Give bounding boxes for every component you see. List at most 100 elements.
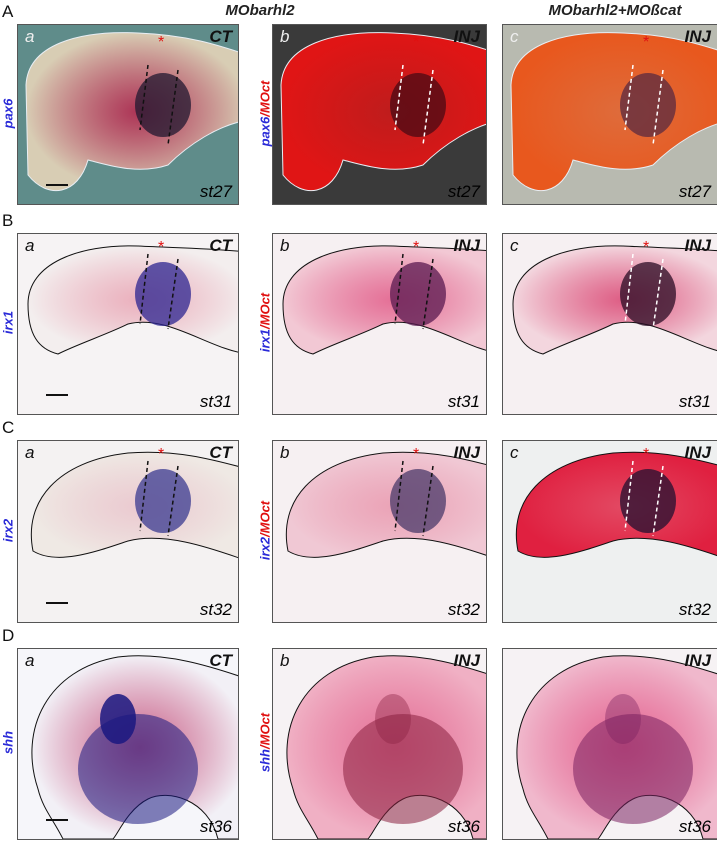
mo-name: MOct xyxy=(257,80,273,113)
tissue-region xyxy=(280,32,486,192)
boundary-dashed-line xyxy=(652,69,664,146)
gene-name: irx2 xyxy=(0,518,16,542)
mo-name: MOct xyxy=(257,500,273,533)
tissue-region xyxy=(25,32,238,192)
boundary-dashed-line xyxy=(167,69,179,146)
stage-label: st32 xyxy=(199,600,232,619)
row-label-b: B xyxy=(2,211,14,230)
column-header-mobarhl2: MObarhl2 xyxy=(225,2,295,19)
gene-label: shh xyxy=(1,723,16,763)
gene-name: pax6 xyxy=(0,98,16,128)
stage-label: st32 xyxy=(447,600,480,619)
condition-label: INJ xyxy=(684,236,711,255)
boundary-dashed-line xyxy=(422,69,434,146)
boundary-dashed-line xyxy=(167,465,179,537)
tissue-region xyxy=(512,245,717,355)
micrograph-panel-d-b: b INJ st36 xyxy=(272,648,487,840)
expression-domain xyxy=(78,714,198,824)
asterisk-marker: * xyxy=(413,34,419,51)
expression-domain xyxy=(605,694,641,744)
micrograph-image xyxy=(286,655,486,839)
gene-label: irx1 xyxy=(1,303,16,343)
expression-domain xyxy=(343,714,463,824)
boundary-dashed-line xyxy=(624,253,634,325)
panel-letter: a xyxy=(25,443,35,462)
micrograph-image: * xyxy=(30,446,238,559)
scale-bar xyxy=(46,819,68,821)
micrograph-panel-a-b: * b INJ st27 xyxy=(272,24,487,205)
gene-name: shh xyxy=(257,749,273,773)
slash: / xyxy=(257,745,273,749)
boundary-dashed-line xyxy=(394,460,404,532)
asterisk-marker: * xyxy=(158,446,164,463)
tissue-region xyxy=(285,451,486,558)
scale-bar xyxy=(46,394,68,396)
boundary-dashed-line xyxy=(652,465,664,537)
asterisk-marker: * xyxy=(158,239,164,256)
boundary-dashed-line xyxy=(422,258,434,330)
micrograph-image: * xyxy=(27,239,238,355)
gene-name: shh xyxy=(0,730,16,755)
gene-mo-label: shh/MOct xyxy=(258,693,273,793)
row-label-a: A xyxy=(2,2,14,21)
stage-label: st36 xyxy=(447,817,480,836)
boundary-dashed-line xyxy=(394,64,404,131)
panel-letter: c xyxy=(510,236,519,255)
expression-domain xyxy=(135,262,191,326)
stage-label: st31 xyxy=(447,392,480,411)
micrograph-image: * xyxy=(280,32,486,192)
expression-domain xyxy=(620,262,676,326)
boundary-dashed-line xyxy=(394,253,404,325)
micrograph-panel-c-a: * a CT st32 xyxy=(17,440,239,623)
panel-letter: b xyxy=(280,443,290,462)
expression-domain xyxy=(100,694,136,744)
expression-domain xyxy=(390,262,446,326)
micrograph-image xyxy=(31,655,238,839)
boundary-dashed-line xyxy=(624,460,634,532)
condition-label: INJ xyxy=(453,443,480,462)
micrograph-image: * xyxy=(512,239,717,355)
asterisk-marker: * xyxy=(413,446,419,463)
expression-domain xyxy=(390,73,446,137)
expression-domain xyxy=(573,714,693,824)
mo-name: MOct xyxy=(257,292,273,326)
stage-label: st36 xyxy=(678,817,711,836)
expression-domain xyxy=(390,469,446,533)
gene-label: irx2 xyxy=(1,510,16,550)
micrograph-image: * xyxy=(515,446,717,558)
stage-label: st31 xyxy=(199,392,232,411)
micrograph-panel-b-c: * c INJ st31 xyxy=(502,233,717,415)
micrograph-panel-d-a: a CT st36 xyxy=(17,648,239,840)
micrograph-panel-c-b: * b INJ st32 xyxy=(272,440,487,623)
asterisk-marker: * xyxy=(158,34,164,51)
panel-letter: a xyxy=(25,27,35,46)
panel-letter: a xyxy=(25,236,35,255)
asterisk-marker: * xyxy=(413,239,419,256)
condition-label: INJ xyxy=(453,651,480,670)
scale-bar xyxy=(46,602,68,604)
condition-label: INJ xyxy=(684,651,711,670)
gene-name: irx1 xyxy=(257,329,273,353)
condition-label: CT xyxy=(209,651,232,670)
tissue-region xyxy=(515,451,717,558)
panel-letter: b xyxy=(280,651,290,670)
panel-letter: c xyxy=(510,27,519,46)
boundary-dashed-line xyxy=(139,253,149,325)
stage-label: st27 xyxy=(447,182,480,201)
condition-label: INJ xyxy=(684,443,711,462)
gene-mo-label: irx1/MOct xyxy=(258,273,273,373)
micrograph-image: * xyxy=(510,32,717,192)
tissue-region xyxy=(27,245,238,355)
boundary-dashed-line xyxy=(167,258,179,330)
row-label-d: D xyxy=(2,626,15,645)
boundary-dashed-line xyxy=(652,258,664,330)
mo-name: MOct xyxy=(257,712,273,746)
micrograph-image: * xyxy=(282,239,486,355)
asterisk-marker: * xyxy=(643,239,649,256)
asterisk-marker: * xyxy=(643,34,649,51)
boundary-dashed-line xyxy=(624,64,634,131)
gene-mo-label: irx2/MOct xyxy=(258,480,273,580)
micrograph-panel-c-c: * c INJ st32 xyxy=(502,440,717,623)
expression-domain xyxy=(135,469,191,533)
expression-domain xyxy=(620,73,676,137)
